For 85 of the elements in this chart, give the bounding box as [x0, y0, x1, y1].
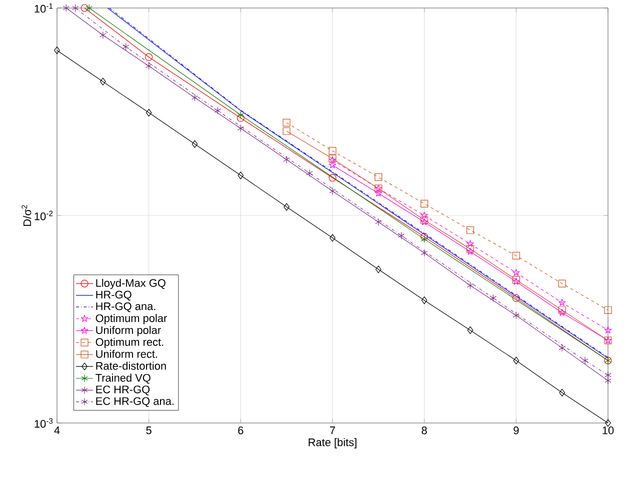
y-tick-label: 10$^{-2}$ — [34, 210, 53, 220]
point — [512, 252, 520, 260]
point — [374, 189, 382, 196]
point — [284, 203, 290, 211]
point — [62, 4, 70, 12]
point — [330, 234, 336, 242]
point — [604, 326, 612, 334]
point — [145, 53, 153, 61]
point — [54, 46, 60, 54]
point — [604, 376, 612, 384]
point — [236, 114, 244, 122]
point — [329, 187, 336, 195]
point — [214, 106, 222, 114]
point — [237, 124, 244, 132]
point — [512, 294, 520, 302]
x-tick-label: 6 — [238, 426, 244, 434]
point — [86, 4, 92, 12]
point — [421, 249, 428, 257]
point — [559, 388, 565, 396]
point — [328, 147, 336, 155]
x-axis-title: Rate [bits] — [308, 438, 356, 448]
legend-label: Optimum rect. — [96, 338, 164, 348]
point — [282, 118, 290, 126]
point — [466, 282, 474, 290]
point — [466, 245, 474, 253]
y-tick-label: 10$^{-3}$ — [34, 418, 53, 428]
point — [604, 306, 612, 314]
point — [558, 280, 566, 288]
point — [558, 298, 566, 306]
point — [420, 232, 428, 241]
point — [420, 200, 428, 208]
legend-label: Uniform rect. — [96, 350, 158, 358]
point — [558, 306, 566, 314]
point — [398, 232, 405, 240]
x-tick-label: 8 — [422, 426, 427, 434]
point — [421, 296, 428, 304]
point — [306, 169, 313, 177]
point — [100, 78, 106, 86]
point — [420, 212, 428, 219]
legend-label: Optimum polar — [96, 314, 167, 324]
x-tick-label: 9 — [514, 426, 519, 434]
point — [375, 218, 382, 226]
point — [376, 266, 382, 274]
legend-label: HR-GQ ana. — [96, 302, 156, 312]
point — [100, 31, 106, 39]
x-tick-label: 10 — [602, 426, 614, 434]
legend-label: Rate-distortion — [96, 362, 166, 370]
point — [466, 240, 474, 247]
legend-label: Lloyd-Max GQ — [96, 278, 166, 290]
point — [490, 294, 497, 302]
point — [374, 173, 382, 181]
point — [466, 248, 474, 255]
legend-label: HR-GQ — [96, 290, 132, 300]
point — [466, 226, 474, 234]
point — [467, 326, 474, 334]
point — [328, 161, 336, 168]
point — [558, 308, 566, 316]
legend-label: EC HR-GQ ana. — [96, 397, 174, 407]
point — [72, 4, 79, 12]
point — [191, 94, 198, 102]
x-tick-label: 5 — [146, 426, 152, 434]
point — [512, 268, 520, 276]
point — [513, 356, 520, 364]
point — [238, 172, 244, 180]
point — [237, 111, 244, 119]
point — [192, 140, 198, 148]
y-axis-title: D/σ$^{2}$ — [22, 205, 32, 226]
point — [558, 344, 566, 352]
legend-label: EC HR-GQ — [96, 386, 150, 396]
point — [512, 312, 520, 320]
point — [122, 43, 130, 51]
point — [146, 62, 152, 70]
point — [282, 127, 290, 135]
legend-label: Uniform polar — [96, 326, 161, 336]
point — [421, 235, 428, 243]
point — [283, 156, 290, 164]
point — [582, 356, 588, 364]
point — [328, 174, 336, 182]
x-tick-label: 7 — [330, 426, 335, 434]
x-tick-label: 4 — [54, 426, 60, 434]
point — [605, 419, 611, 427]
point — [80, 4, 88, 12]
point — [146, 108, 152, 116]
y-tick-label: 10$^{-1}$ — [34, 3, 53, 13]
legend-label: Trained VQ — [96, 374, 150, 384]
